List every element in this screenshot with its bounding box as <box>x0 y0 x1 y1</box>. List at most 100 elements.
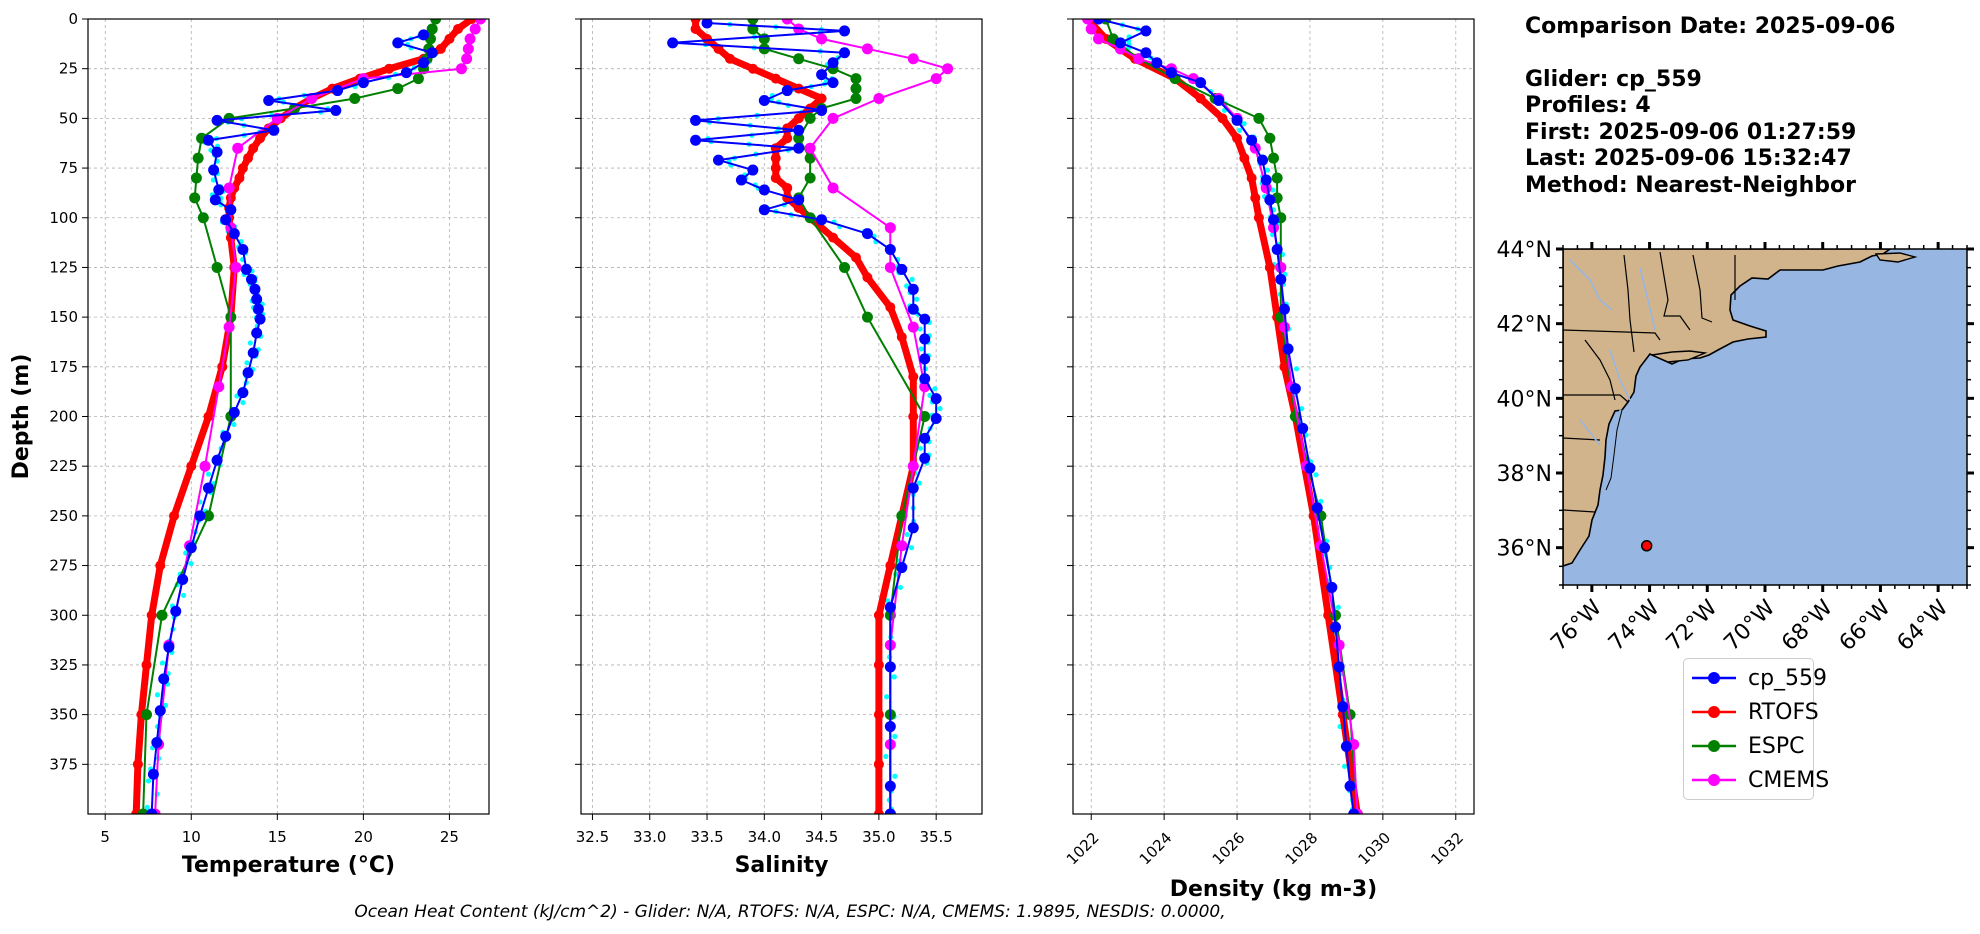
series-point-cp559 <box>332 85 344 97</box>
series-point-cp559 <box>225 204 237 216</box>
series-point-cp559 <box>247 347 259 359</box>
raw-glider-point <box>240 399 246 406</box>
series-point-cmems <box>455 63 467 75</box>
series-point-cp559 <box>1282 343 1294 355</box>
series-point-cp559 <box>1264 194 1276 206</box>
raw-glider-point <box>892 773 898 779</box>
xtick-label: 1024 <box>1136 829 1176 869</box>
series-point-cp559 <box>268 124 280 136</box>
series-point-cp559 <box>208 164 220 176</box>
series-point-cp559 <box>907 303 919 315</box>
series-point-cp559 <box>1140 47 1152 59</box>
map-chesapeake <box>1603 409 1625 491</box>
series-point-cp559 <box>793 194 805 206</box>
series-point-cp559 <box>209 194 221 206</box>
series-point-cp559 <box>1311 502 1323 514</box>
raw-glider-point <box>180 592 187 598</box>
ytick-label: 125 <box>49 258 78 276</box>
xtick-label: 32.5 <box>576 828 609 846</box>
sal-plot-area <box>667 19 954 814</box>
xtick-label: 15 <box>268 828 287 846</box>
series-point-cp559 <box>1297 422 1309 434</box>
series-point-cp559 <box>884 721 896 733</box>
series-point-espc <box>156 609 168 621</box>
map-lat-label: 36°N <box>1497 537 1552 562</box>
series-point-cmems <box>896 540 908 552</box>
series-point-cp559 <box>793 142 805 154</box>
map-rivers <box>1569 259 1656 446</box>
series-point-cp559 <box>747 164 759 176</box>
series-point-rtofs <box>1239 153 1250 164</box>
series-point-espc <box>202 510 214 522</box>
temp-plot-area <box>131 19 486 814</box>
last-time: Last: 2025-09-06 15:32:47 <box>1525 146 1852 171</box>
map-borders <box>1563 251 1736 513</box>
ytick-label: 75 <box>59 159 78 177</box>
series-point-cmems <box>907 321 919 333</box>
ytick-label: 25 <box>59 60 78 78</box>
series-point-cmems <box>1333 639 1345 651</box>
series-point-cp559 <box>827 57 839 69</box>
series-point-cp559 <box>418 29 430 41</box>
raw-glider-point <box>154 692 161 698</box>
series-point-cp559 <box>177 573 189 585</box>
series-point-espc <box>793 132 805 144</box>
series-point-rtofs <box>793 113 804 124</box>
series-point-espc <box>1253 112 1265 124</box>
raw-glider-point <box>145 778 152 784</box>
series-point-cp559 <box>1151 57 1163 69</box>
raw-glider-point <box>883 694 890 700</box>
series-point-rtofs <box>724 53 735 64</box>
series-point-cp559 <box>147 768 159 780</box>
series-point-cp559 <box>1329 621 1341 633</box>
raw-glider-point <box>244 360 250 366</box>
temperature-panel: 0 25 50 75 100 125 150 175 200 225 250 275 300 325 350… <box>9 10 490 878</box>
series-point-cp559 <box>816 214 828 226</box>
density-panel: 1022 1024 1026 1028 1030 1032 Density (kg m-3) <box>1063 18 1475 902</box>
series-line-cmems <box>786 19 949 814</box>
xaxis-label: Density (kg m-3) <box>1170 877 1378 902</box>
series-point-rtofs <box>770 173 781 183</box>
series-point-cp559 <box>1304 462 1316 474</box>
series-point-cp559 <box>896 263 908 275</box>
raw-glider-point <box>1237 127 1243 133</box>
series-point-cp559 <box>158 673 170 685</box>
series-point-cp559 <box>907 283 919 295</box>
yaxis-label: Depth (m) <box>9 354 34 480</box>
legend-label-cp559: cp_559 <box>1748 665 1828 691</box>
series-point-cp559 <box>252 303 264 315</box>
xtick-label: 33.0 <box>633 828 666 846</box>
ytick-label: 100 <box>49 209 78 227</box>
series-point-rtofs <box>862 272 873 283</box>
legend-label-espc: ESPC <box>1748 733 1805 759</box>
series-point-cmems <box>827 182 839 194</box>
series-point-cp559 <box>220 214 232 226</box>
xtick-label: 10 <box>182 828 201 846</box>
series-point-espc <box>804 152 816 164</box>
series-point-cp559 <box>237 244 249 256</box>
legend-item-espc: ESPC <box>1692 731 1805 761</box>
series-point-cmems <box>223 182 235 194</box>
series-point-cp559 <box>919 353 931 365</box>
ytick-label: 250 <box>49 507 78 525</box>
series-point-rtofs <box>203 411 214 422</box>
map-lon-label: 70°W <box>1719 595 1780 656</box>
series-point-espc <box>804 172 816 184</box>
map-island <box>1874 252 1918 263</box>
legend-item-rtofs: RTOFS <box>1692 697 1819 727</box>
info-box: Comparison Date: 2025-09-06 Glider: cp_5… <box>1525 14 1895 199</box>
series-point-cp559 <box>839 25 851 37</box>
series-point-cp559 <box>667 37 679 49</box>
raw-glider-point <box>231 421 237 428</box>
first-time: First: 2025-09-06 01:27:59 <box>1525 119 1857 145</box>
raw-glider-point <box>188 560 194 567</box>
xaxis-label: Salinity <box>735 853 829 878</box>
series-point-rtofs <box>243 153 254 164</box>
series-point-cp559 <box>185 542 197 554</box>
series-point-cmems <box>930 73 942 85</box>
series-point-rtofs <box>1250 192 1261 203</box>
raw-glider-point <box>916 480 923 486</box>
series-point-rtofs <box>141 659 152 670</box>
series-point-cmems <box>907 53 919 65</box>
series-point-cmems <box>199 460 211 472</box>
